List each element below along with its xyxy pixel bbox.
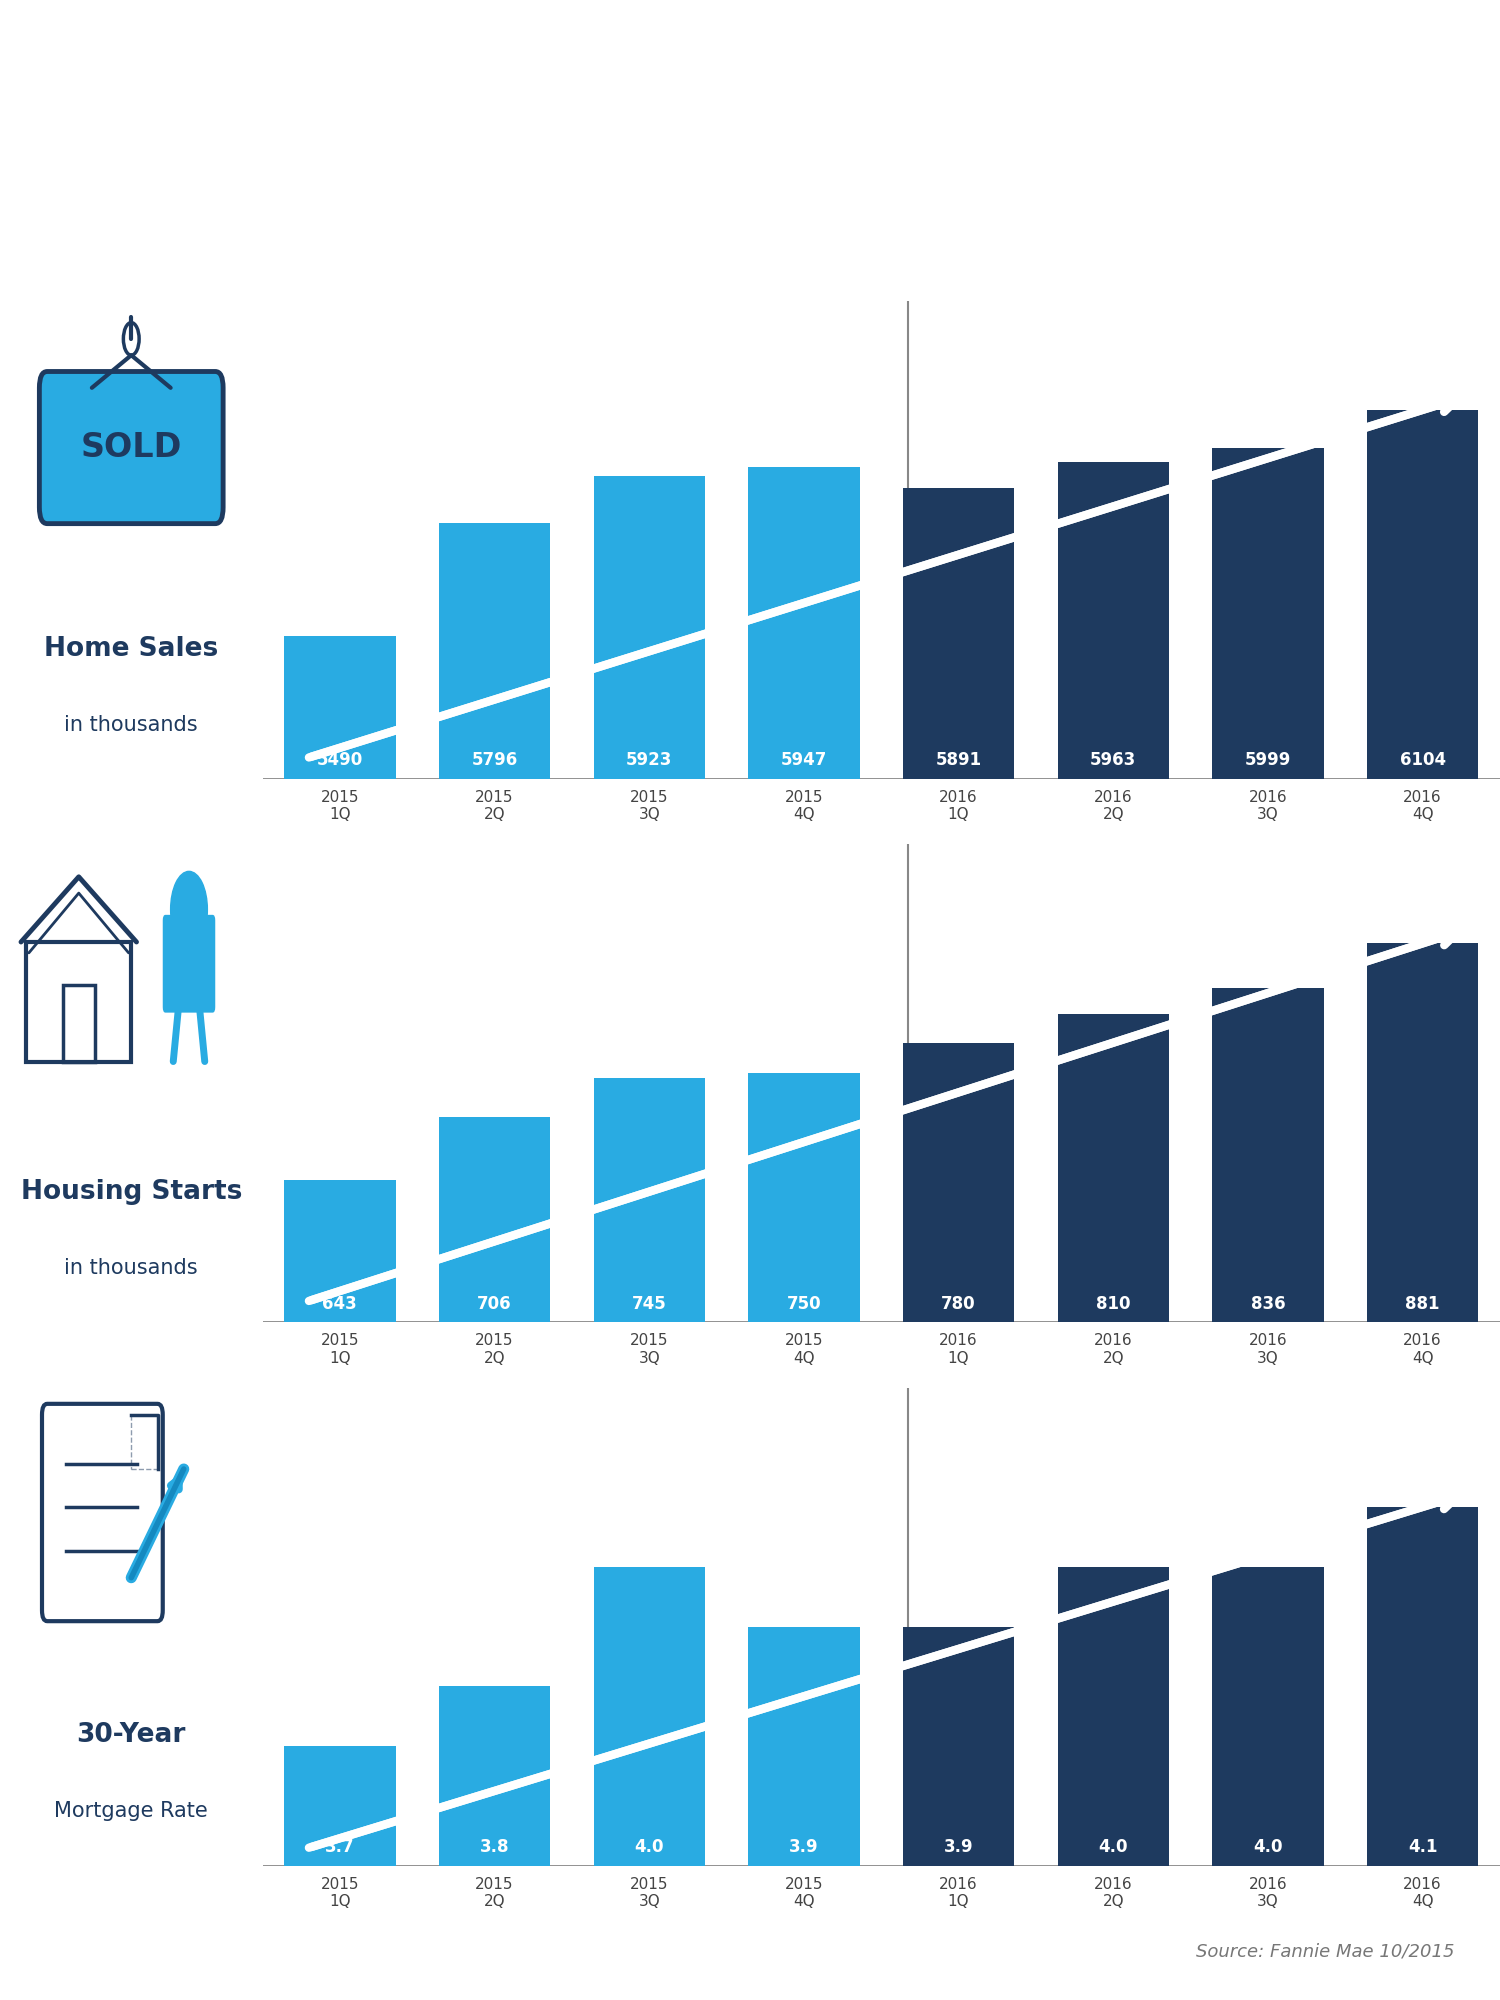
Bar xyxy=(284,1746,396,1866)
Bar xyxy=(1058,1014,1168,1322)
Text: 2016
3Q: 2016 3Q xyxy=(1248,1334,1287,1366)
Text: 4.0: 4.0 xyxy=(1098,1838,1128,1856)
Bar xyxy=(1058,462,1168,778)
Bar xyxy=(594,1566,705,1866)
Text: 2016
1Q: 2016 1Q xyxy=(939,790,978,822)
Circle shape xyxy=(171,872,207,948)
Text: Home Sales: Home Sales xyxy=(44,636,219,662)
Text: 3.7: 3.7 xyxy=(326,1838,354,1856)
Text: 2016
1Q: 2016 1Q xyxy=(939,1876,978,1908)
Text: Fannie Mae’s: Fannie Mae’s xyxy=(22,34,168,54)
Bar xyxy=(594,476,705,778)
Bar xyxy=(63,986,94,1062)
Text: 2016
2Q: 2016 2Q xyxy=(1094,790,1132,822)
Text: 3.9: 3.9 xyxy=(789,1838,819,1856)
Text: 2016
2Q: 2016 2Q xyxy=(1094,1876,1132,1908)
Text: 3.9: 3.9 xyxy=(944,1838,974,1856)
Text: 706: 706 xyxy=(477,1294,512,1312)
Text: Housing Starts: Housing Starts xyxy=(21,1178,242,1204)
Text: 2016
4Q: 2016 4Q xyxy=(1404,1334,1441,1366)
Text: 2016
3Q: 2016 3Q xyxy=(1248,1876,1287,1908)
Text: 780: 780 xyxy=(942,1294,976,1312)
Bar xyxy=(284,1180,396,1322)
Bar xyxy=(1058,1566,1168,1866)
Text: 6104: 6104 xyxy=(1400,752,1446,770)
Text: 2015
1Q: 2015 1Q xyxy=(321,1334,358,1366)
Bar xyxy=(440,1118,550,1322)
Text: 881: 881 xyxy=(1406,1294,1440,1312)
Text: 5796: 5796 xyxy=(471,752,518,770)
Text: 5490: 5490 xyxy=(316,752,363,770)
Text: 5923: 5923 xyxy=(626,752,672,770)
Text: (Projected): (Projected) xyxy=(1038,236,1152,256)
FancyBboxPatch shape xyxy=(162,914,216,1012)
Text: 2015: 2015 xyxy=(386,14,694,122)
Text: in thousands: in thousands xyxy=(64,1258,198,1278)
Bar xyxy=(1366,942,1479,1322)
Text: 4.0: 4.0 xyxy=(1252,1838,1282,1856)
Text: 30-Year: 30-Year xyxy=(76,1722,186,1748)
Text: HOUSING: HOUSING xyxy=(22,92,372,158)
Text: 2016
1Q: 2016 1Q xyxy=(939,1334,978,1366)
Text: 745: 745 xyxy=(632,1294,666,1312)
Text: 643: 643 xyxy=(322,1294,357,1312)
Text: 2015
3Q: 2015 3Q xyxy=(630,1876,669,1908)
Text: 2015
4Q: 2015 4Q xyxy=(784,1334,824,1366)
Text: 2015
2Q: 2015 2Q xyxy=(476,1334,514,1366)
Bar xyxy=(284,636,396,778)
Bar xyxy=(1212,1566,1323,1866)
Text: 2016
4Q: 2016 4Q xyxy=(1404,1876,1441,1908)
Bar xyxy=(748,1074,859,1322)
Text: 2015
2Q: 2015 2Q xyxy=(476,1876,514,1908)
Bar xyxy=(903,1626,1014,1866)
Text: FORECAST: FORECAST xyxy=(22,208,416,274)
Text: 2015
2Q: 2015 2Q xyxy=(476,790,514,822)
Bar xyxy=(1366,410,1479,778)
Text: SOLD: SOLD xyxy=(81,432,182,464)
Text: 750: 750 xyxy=(786,1294,820,1312)
Text: 2015
3Q: 2015 3Q xyxy=(630,1334,669,1366)
Bar xyxy=(903,1044,1014,1322)
Bar xyxy=(1366,1508,1479,1866)
Text: in thousands: in thousands xyxy=(64,714,198,734)
Bar xyxy=(748,1626,859,1866)
Text: 836: 836 xyxy=(1251,1294,1286,1312)
Text: 2016
2Q: 2016 2Q xyxy=(1094,1334,1132,1366)
Text: 3.8: 3.8 xyxy=(480,1838,510,1856)
Bar xyxy=(26,942,132,1062)
Bar xyxy=(594,1078,705,1322)
Text: 5999: 5999 xyxy=(1245,752,1292,770)
Bar xyxy=(440,524,550,778)
Text: Source: Fannie Mae 10/2015: Source: Fannie Mae 10/2015 xyxy=(1197,1944,1455,1960)
Text: 810: 810 xyxy=(1096,1294,1131,1312)
Bar xyxy=(1212,988,1323,1322)
Bar xyxy=(748,468,859,778)
Text: 4.1: 4.1 xyxy=(1408,1838,1437,1856)
FancyBboxPatch shape xyxy=(39,372,224,524)
Text: 2016: 2016 xyxy=(940,14,1250,122)
Text: (4th Quarter Projected): (4th Quarter Projected) xyxy=(419,236,662,256)
Text: 2016
4Q: 2016 4Q xyxy=(1404,790,1441,822)
Text: 2015
4Q: 2015 4Q xyxy=(784,790,824,822)
Bar xyxy=(440,1686,550,1866)
Text: 2016
3Q: 2016 3Q xyxy=(1248,790,1287,822)
Text: 2015
1Q: 2015 1Q xyxy=(321,1876,358,1908)
Text: 5947: 5947 xyxy=(780,752,826,770)
Text: 2015
4Q: 2015 4Q xyxy=(784,1876,824,1908)
Bar xyxy=(1212,448,1323,778)
Bar xyxy=(903,488,1014,778)
Text: 2015
1Q: 2015 1Q xyxy=(321,790,358,822)
Text: Mortgage Rate: Mortgage Rate xyxy=(54,1802,208,1822)
Text: 5963: 5963 xyxy=(1090,752,1137,770)
Text: 2015
3Q: 2015 3Q xyxy=(630,790,669,822)
Text: 4.0: 4.0 xyxy=(634,1838,664,1856)
Text: 5891: 5891 xyxy=(936,752,981,770)
